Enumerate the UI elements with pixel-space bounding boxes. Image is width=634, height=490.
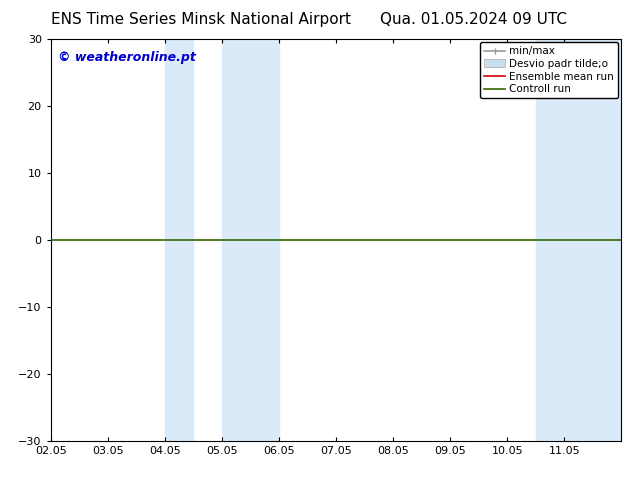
- Text: Qua. 01.05.2024 09 UTC: Qua. 01.05.2024 09 UTC: [380, 12, 567, 27]
- Bar: [222, 39, 279, 441]
- Text: ENS Time Series Minsk National Airport: ENS Time Series Minsk National Airport: [51, 12, 351, 27]
- Legend: min/max, Desvio padr tilde;o, Ensemble mean run, Controll run: min/max, Desvio padr tilde;o, Ensemble m…: [480, 42, 618, 98]
- Bar: [165, 39, 193, 441]
- Text: © weatheronline.pt: © weatheronline.pt: [58, 51, 195, 64]
- Bar: [564, 39, 621, 441]
- Bar: [536, 39, 564, 441]
